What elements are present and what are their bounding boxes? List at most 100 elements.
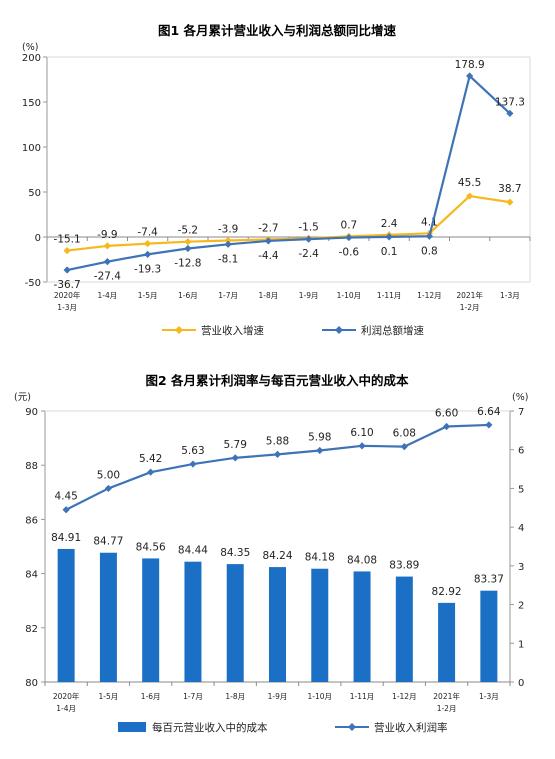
chart1-y-tick-label: 200 xyxy=(22,53,41,64)
chart2-right-unit: (%) xyxy=(512,392,528,403)
cost-bar xyxy=(57,548,75,682)
profit-growth-line xyxy=(66,74,511,272)
chart1-title: 图1 各月累计营业收入与利润总额同比增速 xyxy=(158,23,397,38)
profit-margin-label: 5.42 xyxy=(139,453,162,465)
profit-growth-point xyxy=(63,266,71,274)
profit-growth-point xyxy=(305,235,313,243)
chart2-x-tick-label: 2021年 xyxy=(433,691,460,701)
chart2-left-tick-label: 82 xyxy=(25,624,38,635)
chart2-right-tick-label: 6 xyxy=(518,446,524,457)
cost-bar-label: 84.91 xyxy=(51,532,81,544)
chart1-x-tick-label: 1-10月 xyxy=(337,291,362,300)
chart2-x-tick-label: 1-3月 xyxy=(479,692,499,701)
profit-margin-label: 5.79 xyxy=(224,439,247,451)
legend-cost-swatch xyxy=(118,722,146,732)
profit-margin-point xyxy=(316,446,324,455)
revenue-growth-line xyxy=(66,194,511,252)
cost-bar xyxy=(480,590,498,682)
profit-growth-point xyxy=(264,237,272,245)
cost-bar-label: 82.92 xyxy=(432,586,462,598)
profit-growth-label: -27.4 xyxy=(94,271,121,283)
profit-margin-point xyxy=(231,454,239,462)
cost-bar-label: 84.44 xyxy=(178,545,208,557)
chart2-marks: 84.91 84.77 84.56 84.44 84.35 84.24 84.18 84.08… xyxy=(51,406,504,682)
cost-bar-label: 84.56 xyxy=(136,541,166,553)
chart2-x-tick-label: 2020年 xyxy=(53,691,80,701)
chart2-left-unit: (元) xyxy=(14,392,31,403)
chart1-y-tick-label: 50 xyxy=(28,188,41,199)
chart1-x-tick-label: 1-3月 xyxy=(500,291,520,300)
cost-bar xyxy=(142,558,160,682)
profit-margin-label: 5.63 xyxy=(181,445,204,457)
profit-growth-point xyxy=(425,232,433,240)
revenue-growth-point xyxy=(103,242,111,250)
profit-growth-point xyxy=(506,109,514,118)
profit-margin-label: 6.64 xyxy=(477,406,501,418)
revenue-growth-label: -9.9 xyxy=(97,229,118,241)
profit-growth-label: 0.1 xyxy=(381,246,398,258)
revenue-growth-label: -7.4 xyxy=(137,227,158,239)
profit-growth-point xyxy=(385,233,393,241)
chart1-x-tick-label: 1-5月 xyxy=(138,291,158,300)
cost-bar xyxy=(438,602,456,682)
cost-bar xyxy=(226,564,244,682)
chart2-x-tick-label: 1-12月 xyxy=(392,692,417,701)
profit-margin-label: 4.45 xyxy=(54,491,77,503)
chart1-y-tick-label: 100 xyxy=(22,143,41,154)
chart2-right-tick-label: 5 xyxy=(518,484,524,495)
chart2-title: 图2 各月累计利润率与每百元营业收入中的成本 xyxy=(145,373,409,388)
chart1-y-unit: (%) xyxy=(22,42,38,53)
revenue-growth-point xyxy=(506,198,514,206)
revenue-growth-label: -2.7 xyxy=(258,222,279,234)
chart1-x-tick-label: 1-3月 xyxy=(57,303,77,312)
chart1-x-tick-label: 2020年 xyxy=(54,290,81,300)
profit-margin-label: 5.98 xyxy=(308,431,331,443)
profit-margin-point xyxy=(62,506,70,514)
cost-bar xyxy=(395,576,413,682)
chart2-right-tick-label: 7 xyxy=(518,407,524,418)
revenue-growth-label: 4.1 xyxy=(421,216,438,228)
profit-margin-point xyxy=(104,484,113,493)
chart2-x-tick-label: 1-5月 xyxy=(99,692,119,701)
chart1-y-tick-label: 0 xyxy=(35,233,41,244)
profit-margin-label: 6.60 xyxy=(435,407,458,419)
profit-growth-point xyxy=(466,72,474,80)
profit-margin-point xyxy=(147,468,155,476)
chart2-left-tick-label: 80 xyxy=(25,678,38,689)
cost-bar-label: 84.18 xyxy=(305,552,335,564)
cost-bar xyxy=(99,552,117,682)
profit-growth-label: -19.3 xyxy=(134,263,161,275)
profit-growth-point xyxy=(103,258,111,266)
revenue-growth-point xyxy=(466,192,474,200)
profit-margin-point xyxy=(189,460,197,468)
chart2-x-tick-label: 1-10月 xyxy=(308,692,333,701)
legend-cost-label: 每百元营业收入中的成本 xyxy=(152,721,268,734)
profit-growth-point xyxy=(144,250,152,258)
chart2-legend: 每百元营业收入中的成本 营业收入利润率 xyxy=(118,721,448,734)
revenue-growth-label: 45.5 xyxy=(458,177,481,189)
revenue-growth-point xyxy=(144,240,152,248)
profit-growth-label: -2.4 xyxy=(298,248,319,260)
profit-margin-point xyxy=(358,442,366,450)
legend-revenue-marker xyxy=(175,326,183,334)
profit-growth-label: -8.1 xyxy=(218,253,239,265)
chart1-axes: -50 0 50 100 150 200 2020年 1-3月 1-4月 1-5月 1-6月 1-7月… xyxy=(22,53,531,312)
revenue-growth-point xyxy=(63,246,71,255)
chart2-left-tick-label: 84 xyxy=(25,570,38,581)
chart2-x-tick-label: 1-2月 xyxy=(437,704,457,713)
cost-bar-label: 84.08 xyxy=(347,554,377,566)
chart1-legend: 营业收入增速 利润总额增速 xyxy=(162,324,424,337)
revenue-growth-label: -1.5 xyxy=(298,221,319,233)
chart2-right-tick-label: 2 xyxy=(518,601,524,612)
chart2-x-tick-label: 1-11月 xyxy=(350,692,375,701)
profit-margin-point xyxy=(273,450,282,458)
revenue-growth-label: 38.7 xyxy=(498,183,521,195)
chart2-x-tick-label: 1-7月 xyxy=(183,692,203,701)
chart1-x-tick-label: 1-4月 xyxy=(98,291,118,300)
profit-growth-label: -4.4 xyxy=(258,250,279,262)
profit-margin-point xyxy=(442,422,451,431)
profit-growth-point xyxy=(224,240,232,248)
cost-bar xyxy=(184,561,202,682)
chart2-x-tick-label: 1-9月 xyxy=(268,692,288,701)
